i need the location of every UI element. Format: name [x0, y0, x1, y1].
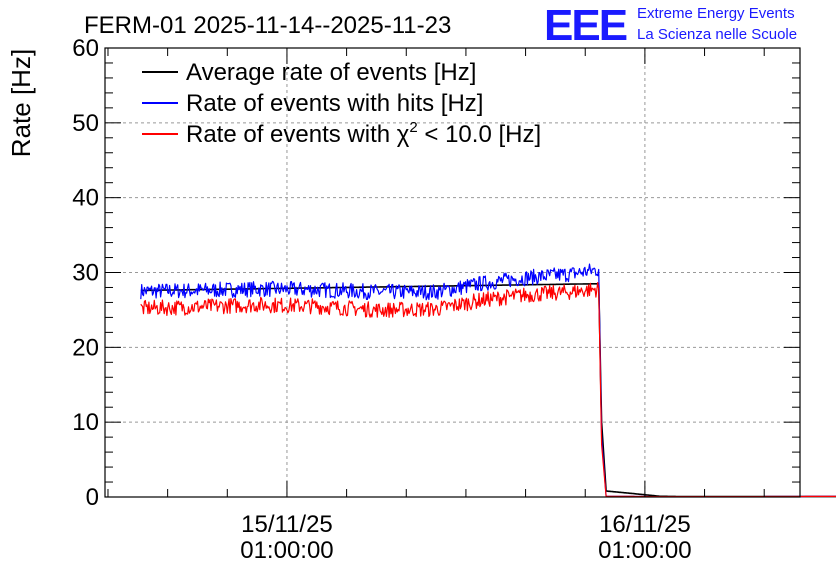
legend-chi2-prefix: Rate of events with: [186, 121, 397, 148]
legend: Average rate of events [Hz] Rate of even…: [142, 59, 541, 148]
x-tick-date: 16/11/25: [599, 511, 691, 538]
series-chi2-line: [140, 282, 836, 498]
legend-chi2-superscript: 2: [409, 119, 417, 136]
eee-logo: EEE Extreme Energy Events La Scienza nel…: [544, 1, 797, 50]
legend-chi2-symbol: χ: [397, 121, 410, 148]
series-layer: [140, 263, 836, 498]
legend-label-hits: Rate of events with hits [Hz]: [186, 90, 483, 117]
tick-layer: 010203040506015/11/2501:00:0016/11/2501:…: [72, 35, 800, 564]
y-tick-label: 40: [72, 185, 99, 212]
logo-line-1: Extreme Energy Events: [637, 5, 795, 22]
logo-mark: EEE: [544, 1, 627, 50]
y-tick-label: 0: [86, 484, 99, 511]
y-tick-label: 20: [72, 334, 99, 361]
legend-label-average: Average rate of events [Hz]: [186, 59, 476, 86]
x-tick-time: 01:00:00: [598, 537, 691, 564]
y-axis-label: Rate [Hz]: [6, 49, 36, 157]
x-tick-date: 15/11/25: [241, 511, 333, 538]
grid-layer: [105, 48, 800, 497]
series-average-line: [140, 282, 836, 498]
x-tick-time: 01:00:00: [240, 537, 333, 564]
y-tick-label: 10: [72, 409, 99, 436]
chart-title: FERM-01 2025-11-14--2025-11-23: [84, 12, 451, 39]
logo-line-2: La Scienza nelle Scuole: [637, 26, 797, 43]
legend-label-chi2: Rate of events with χ2 < 10.0 [Hz]: [186, 119, 541, 148]
legend-chi2-suffix: < 10.0 [Hz]: [418, 121, 541, 148]
y-tick-label: 30: [72, 260, 99, 287]
y-tick-label: 50: [72, 110, 99, 137]
y-tick-label: 60: [72, 35, 99, 62]
